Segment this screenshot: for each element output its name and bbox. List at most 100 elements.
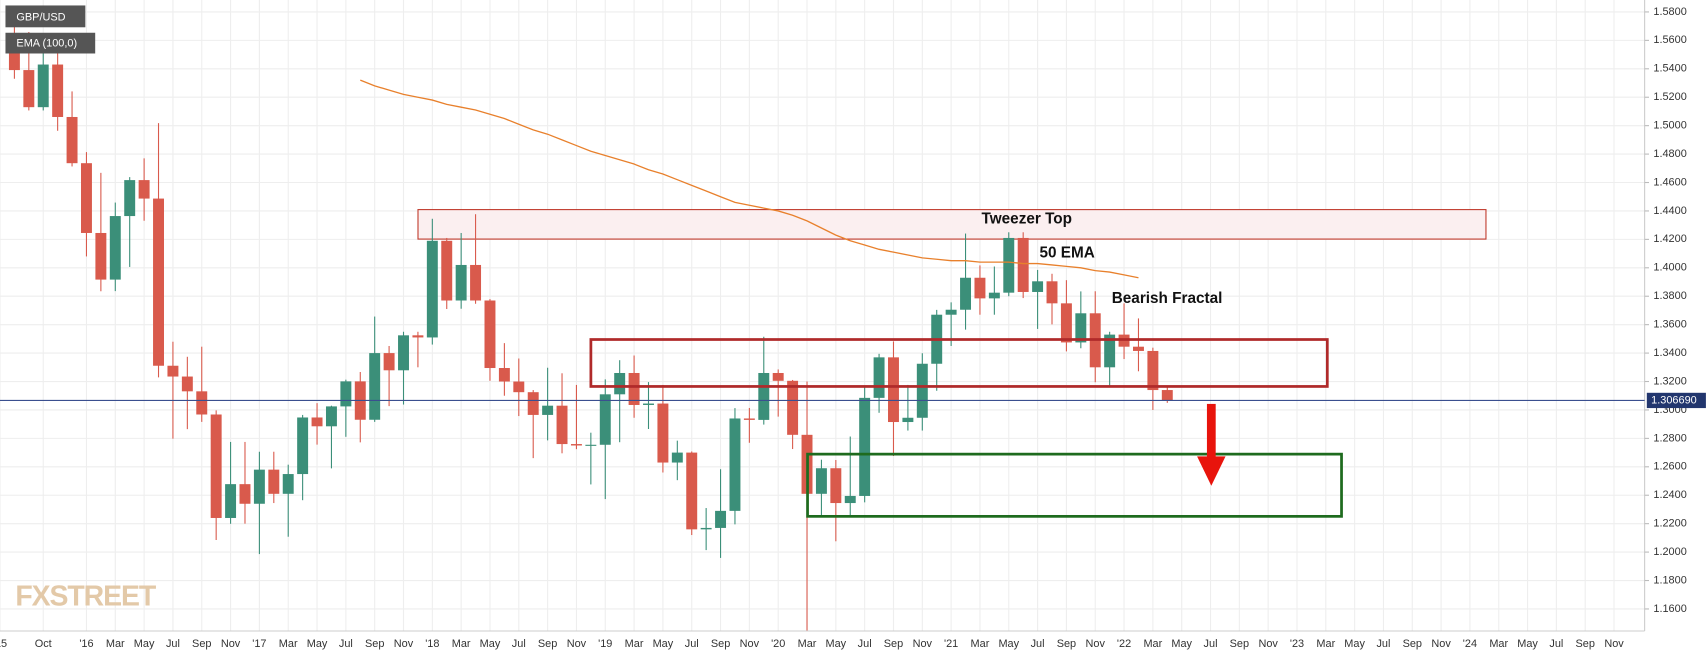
candle-body (253, 469, 265, 504)
x-tick-label: '18 (425, 638, 439, 650)
candle-body (153, 198, 164, 366)
candle-body (787, 380, 799, 435)
candle-body (455, 264, 467, 301)
candle-body (181, 376, 193, 392)
candle-body (844, 495, 856, 504)
candle-body (52, 64, 64, 117)
last-price-box (1646, 392, 1706, 409)
resistance-zone (417, 209, 1487, 240)
candle-body (916, 363, 928, 418)
y-tick-label: 1.3600 (1653, 319, 1686, 331)
candle-body (556, 405, 568, 445)
x-tick-label: '24 (1463, 638, 1477, 650)
candle-body (470, 264, 482, 301)
y-tick-label: 1.2800 (1653, 432, 1686, 444)
candle-body (960, 277, 972, 310)
x-tick-label: Sep (1230, 638, 1249, 650)
y-tick-label: 1.1600 (1653, 603, 1686, 615)
candle-body (498, 368, 510, 382)
x-tick-label: Nov (740, 638, 760, 650)
candle-body (311, 417, 323, 427)
x-tick-label: Mar (1489, 638, 1508, 650)
annotation: 50 EMA (1040, 244, 1095, 261)
x-tick-label: Mar (1143, 638, 1162, 650)
x-tick-label: Sep (1403, 638, 1422, 650)
candle-body (1060, 303, 1072, 343)
x-tick-label: May (1344, 638, 1365, 650)
y-tick-label: 1.3400 (1653, 347, 1686, 359)
candle-body (412, 335, 424, 338)
candle-body (570, 444, 582, 446)
candle-body (37, 64, 49, 108)
candle-body (398, 335, 409, 371)
x-tick-label: Mar (798, 638, 817, 650)
candle-body (628, 372, 640, 405)
candle-body (80, 163, 92, 233)
candle-body (743, 418, 755, 420)
candle-body (1104, 334, 1116, 368)
x-tick-label: Nov (1431, 638, 1451, 650)
x-tick-label: Mar (106, 638, 125, 650)
candle-body (715, 510, 727, 528)
candle-body (772, 372, 784, 381)
x-tick-label: May (826, 638, 847, 650)
y-tick-label: 1.5400 (1653, 63, 1686, 75)
x-tick-label: Sep (192, 638, 211, 650)
candle-body (686, 452, 698, 530)
candle-body (124, 180, 136, 217)
y-tick-label: 1.4000 (1653, 262, 1686, 274)
x-tick-label: Nov (1258, 638, 1278, 650)
candle-body (1075, 313, 1087, 343)
candle-body (383, 353, 395, 371)
x-tick-label: Mar (1316, 638, 1335, 650)
candle-body (700, 527, 712, 530)
candle-body (815, 468, 827, 494)
x-tick-label: Nov (394, 638, 414, 650)
candle-body (23, 70, 35, 108)
down-arrow (1197, 403, 1226, 486)
x-tick-label: '19 (598, 638, 612, 650)
x-tick-label: Jul (1031, 638, 1045, 650)
y-tick-label: 1.2400 (1653, 489, 1686, 501)
y-tick-label: 1.5000 (1653, 120, 1686, 132)
candle-body (167, 365, 179, 377)
x-tick-label: May (653, 638, 674, 650)
candle-body (859, 397, 871, 496)
last-price-label: 1.306690 (1651, 394, 1697, 406)
y-tick-label: 1.3200 (1653, 375, 1686, 387)
candle-body (830, 468, 842, 504)
candle-body (758, 372, 770, 420)
candle-body (657, 403, 669, 463)
x-tick-label: '23 (1290, 638, 1304, 650)
x-tick-label: Sep (538, 638, 557, 650)
x-tick-label: Mar (452, 638, 471, 650)
x-tick-label: '15 (0, 638, 7, 650)
x-tick-label: Nov (567, 638, 587, 650)
candle-body (369, 353, 381, 420)
x-tick-label: Sep (711, 638, 730, 650)
legend: GBP/USD EMA (100,0) (5, 5, 96, 54)
x-tick-label: '20 (771, 638, 785, 650)
x-tick-label: Oct (35, 638, 52, 650)
candle-body (196, 391, 208, 415)
y-tick-label: 1.5800 (1653, 6, 1686, 18)
x-tick-label: Mar (625, 638, 644, 650)
x-tick-label: '21 (944, 638, 958, 650)
candle-body (138, 180, 150, 199)
ema-line (360, 79, 1139, 279)
candle-body (945, 309, 957, 315)
candle-body (95, 232, 107, 280)
y-tick-label: 1.5600 (1653, 34, 1686, 46)
x-tick-label: Jul (858, 638, 872, 650)
candle-body (729, 418, 741, 511)
x-tick-label: Sep (1057, 638, 1076, 650)
candle-body (988, 292, 1000, 299)
candle-body (268, 469, 280, 494)
legend-box (5, 5, 86, 28)
candle-body (527, 392, 539, 415)
candle-body (888, 357, 899, 423)
candle-body (1032, 281, 1044, 292)
x-tick-label: Nov (913, 638, 933, 650)
